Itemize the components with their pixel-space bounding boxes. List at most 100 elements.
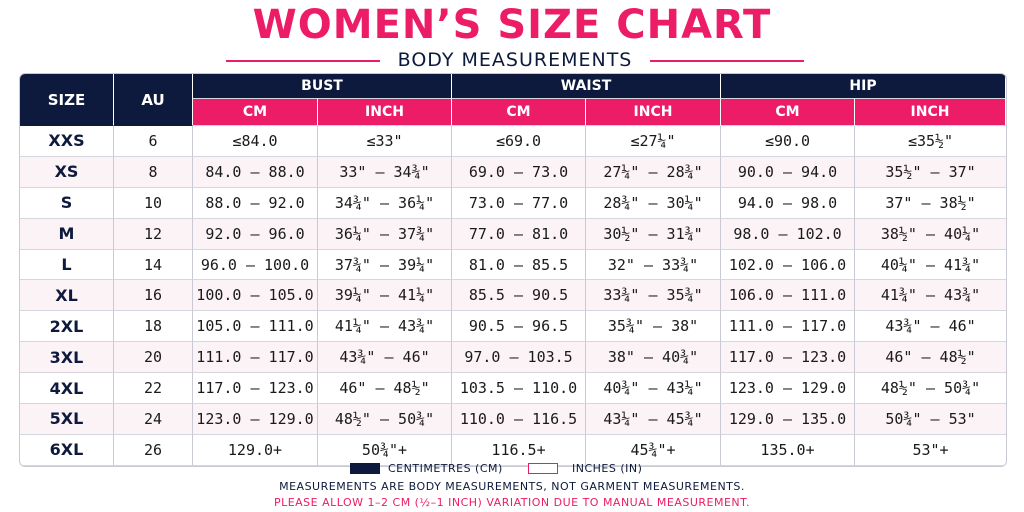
table-row: 5XL 24 123.0 – 129.0 48½" – 50¾" 110.0 – 116… — [20, 404, 1007, 435]
bust-inch-cell: 36¼" – 37¾" — [318, 218, 453, 250]
hip-inch-cell: 46" – 48½" — [855, 342, 1007, 374]
waist-cm-cell: 110.0 – 116.5 — [452, 404, 587, 435]
header-group-bust: BUST — [193, 74, 453, 99]
bust-cm-cell: ≤84.0 — [193, 126, 318, 157]
waist-cm-cell: 69.0 – 73.0 — [452, 156, 587, 188]
bust-cm-cell: 123.0 – 129.0 — [193, 404, 318, 435]
footnote-variation: PLEASE ALLOW 1–2 CM (½–1 INCH) VARIATION… — [273, 496, 751, 509]
size-cell: L — [20, 249, 114, 281]
hip-cm-cell: 129.0 – 135.0 — [721, 404, 856, 435]
waist-cm-cell: 90.5 – 96.5 — [452, 311, 587, 343]
bust-cm-cell: 84.0 – 88.0 — [193, 156, 318, 188]
bust-cm-cell: 96.0 – 100.0 — [193, 249, 318, 281]
waist-inch-cell: 30½" – 31¾" — [586, 218, 722, 250]
waist-inch-cell: 33¾" – 35¾" — [586, 280, 722, 312]
size-cell: XS — [20, 156, 114, 188]
hip-inch-cell: 35½" – 37" — [855, 156, 1007, 188]
au-cell: 6 — [114, 126, 193, 157]
waist-inch-cell: 35¾" – 38" — [586, 311, 722, 343]
hip-cm-cell: 135.0+ — [721, 434, 856, 466]
header-unit-waist-cm: CM — [452, 99, 587, 126]
legend-swatch-cm — [350, 463, 380, 474]
table-body: XXS 6 ≤84.0 ≤33" ≤69.0 ≤27¼" ≤90.0 ≤35½" XS 8 84.0… — [20, 126, 1007, 466]
bust-cm-cell: 88.0 – 92.0 — [193, 187, 318, 219]
size-cell: 2XL — [20, 311, 114, 343]
size-cell: XL — [20, 280, 114, 312]
hip-inch-cell: 41¾" – 43¾" — [855, 280, 1007, 312]
hip-inch-cell: ≤35½" — [855, 126, 1007, 157]
hip-inch-cell: 40¼" – 41¾" — [855, 250, 1007, 281]
bust-inch-cell: 43¾" – 46" — [318, 342, 453, 374]
hip-inch-cell: 38½" – 40¼" — [855, 218, 1007, 250]
hip-cm-cell: ≤90.0 — [721, 126, 856, 157]
header-group-hip: HIP — [721, 74, 1007, 99]
size-cell: XXS — [20, 126, 114, 157]
waist-cm-cell: 97.0 – 103.5 — [452, 342, 587, 374]
size-cell: 6XL — [20, 434, 114, 466]
size-cell: 4XL — [20, 373, 114, 405]
hip-cm-cell: 106.0 – 111.0 — [721, 280, 856, 312]
hip-inch-cell: 50¾" – 53" — [855, 404, 1007, 435]
au-cell: 8 — [114, 156, 193, 188]
table-row: 6XL 26 129.0+ 50¾"+ 116.5+ 45¾"+ 135.0+ 53"+ — [20, 434, 1007, 466]
waist-inch-cell: 32" – 33¾" — [586, 249, 722, 281]
hip-cm-cell: 111.0 – 117.0 — [721, 311, 856, 343]
table-row: XL 16 100.0 – 105.0 39¼" – 41¼" 85.5 – 90.5 3… — [20, 280, 1007, 312]
bust-inch-cell: 48½" – 50¾" — [318, 404, 453, 435]
au-cell: 18 — [114, 311, 193, 343]
header-size: SIZE — [20, 74, 114, 126]
waist-cm-cell: 81.0 – 85.5 — [452, 249, 587, 281]
legend-label-inch: INCHES (IN) — [572, 462, 643, 475]
legend-swatch-inch — [528, 463, 558, 474]
subtitle-divider-left — [226, 60, 380, 62]
bust-cm-cell: 111.0 – 117.0 — [193, 342, 318, 374]
au-cell: 26 — [114, 434, 193, 466]
header-unit-waist-inch: INCH — [586, 99, 722, 126]
hip-inch-cell: 53"+ — [855, 435, 1007, 466]
waist-inch-cell: 45¾"+ — [586, 434, 722, 466]
bust-inch-cell: 33" – 34¾" — [318, 156, 453, 188]
bust-cm-cell: 117.0 – 123.0 — [193, 373, 318, 405]
au-cell: 20 — [114, 342, 193, 374]
waist-cm-cell: 85.5 – 90.5 — [452, 280, 587, 312]
au-cell: 22 — [114, 373, 193, 405]
header-unit-hip-cm: CM — [721, 99, 856, 126]
bust-cm-cell: 105.0 – 111.0 — [193, 311, 318, 343]
subtitle: BODY MEASUREMENTS — [397, 49, 633, 71]
hip-cm-cell: 123.0 – 129.0 — [721, 373, 856, 405]
waist-cm-cell: 77.0 – 81.0 — [452, 218, 587, 250]
waist-cm-cell: 103.5 – 110.0 — [452, 373, 587, 405]
hip-cm-cell: 98.0 – 102.0 — [721, 218, 856, 250]
bust-inch-cell: 39¼" – 41¼" — [318, 280, 453, 312]
header-unit-hip-inch: INCH — [855, 99, 1007, 126]
table-row: 4XL 22 117.0 – 123.0 46" – 48½" 103.5 – 110.… — [20, 373, 1007, 405]
bust-cm-cell: 129.0+ — [193, 434, 318, 466]
waist-cm-cell: 116.5+ — [452, 434, 587, 466]
table-row: 2XL 18 105.0 – 111.0 41¼" – 43¾" 90.5 – 96.5… — [20, 311, 1007, 343]
table-row: 3XL 20 111.0 – 117.0 43¾" – 46" 97.0 – 103.5… — [20, 342, 1007, 374]
bust-inch-cell: 41¼" – 43¾" — [318, 311, 453, 343]
legend: CENTIMETRES (CM) INCHES (IN) — [0, 461, 1024, 477]
header-au: AU — [114, 74, 193, 126]
au-cell: 12 — [114, 218, 193, 250]
au-cell: 10 — [114, 187, 193, 219]
waist-inch-cell: 28¾" – 30¼" — [586, 187, 722, 219]
hip-cm-cell: 90.0 – 94.0 — [721, 156, 856, 188]
footnote-body-measurements: MEASUREMENTS ARE BODY MEASUREMENTS, NOT … — [279, 480, 745, 493]
waist-cm-cell: 73.0 – 77.0 — [452, 187, 587, 219]
hip-inch-cell: 43¾" – 46" — [855, 311, 1007, 343]
table-row: XXS 6 ≤84.0 ≤33" ≤69.0 ≤27¼" ≤90.0 ≤35½" — [20, 126, 1007, 157]
waist-inch-cell: 40¾" – 43¼" — [586, 373, 722, 405]
bust-cm-cell: 100.0 – 105.0 — [193, 280, 318, 312]
bust-cm-cell: 92.0 – 96.0 — [193, 218, 318, 250]
waist-inch-cell: 38" – 40¾" — [586, 342, 722, 374]
legend-label-cm: CENTIMETRES (CM) — [388, 462, 503, 475]
bust-inch-cell: 34¾" – 36¼" — [318, 187, 453, 219]
hip-inch-cell: 37" – 38½" — [855, 188, 1007, 219]
waist-inch-cell: ≤27¼" — [586, 126, 722, 157]
table-row: L 14 96.0 – 100.0 37¾" – 39¼" 81.0 – 85.5 32"… — [20, 249, 1007, 281]
size-chart-table: SIZE AU BUST WAIST HIP CM INCH CM INCH C… — [19, 73, 1008, 467]
hip-cm-cell: 94.0 – 98.0 — [721, 187, 856, 219]
hip-cm-cell: 117.0 – 123.0 — [721, 342, 856, 374]
bust-inch-cell: 46" – 48½" — [318, 373, 453, 405]
